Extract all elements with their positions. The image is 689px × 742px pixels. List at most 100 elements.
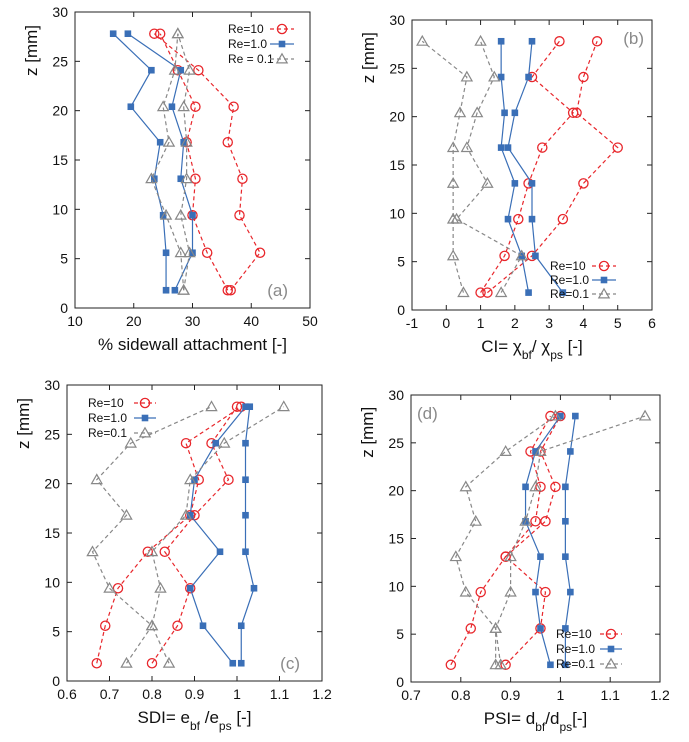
y-tick-label: 30 [389,12,405,28]
data-point [174,208,187,220]
data-point [497,144,505,151]
legend-marker [598,260,610,272]
data-point [550,481,561,493]
x-axis-label-subscript: bf [190,719,201,733]
data-point [90,473,103,485]
data-point [189,211,196,219]
panel-label: (a) [267,281,288,300]
y-axis-label: z [mm] [22,25,41,76]
data-point [145,545,159,557]
data-point [212,439,220,447]
data-point [488,70,501,82]
legend-marker [604,657,618,669]
data-point [540,586,551,598]
x-tick-label: 40 [243,313,259,329]
data-point [159,546,170,557]
y-tick-label: 0 [60,300,68,316]
y-axis-label: z [mm] [14,398,33,449]
legend-label: Re=10 [550,259,586,273]
data-point [562,483,569,491]
data-point [237,622,245,630]
data-point [501,109,508,117]
y-tick-label: 25 [388,435,404,451]
data-point [504,585,517,597]
data-point [109,30,117,38]
data-point [177,100,190,112]
series-line [495,415,646,665]
y-tick-label: 0 [52,673,60,689]
data-point [504,215,512,223]
y-tick-label: 20 [389,109,405,125]
data-point [222,136,233,148]
legend-label: Re = 0.1 [228,52,274,66]
data-point [156,100,170,112]
data-point [522,483,529,491]
x-tick-label: 20 [126,313,142,329]
data-point [231,401,243,412]
y-tick-label: 20 [388,483,404,499]
data-point [242,476,249,484]
data-point [242,439,249,447]
legend-marker [138,426,152,438]
data-point [460,70,474,82]
data-point [475,287,486,298]
x-tick-label: 3 [545,315,553,331]
data-point [246,403,254,411]
legend-label: Re=0.1 [550,287,589,301]
x-axis-label-part: [-] [572,709,587,728]
data-point [511,180,519,187]
data-point [124,30,132,38]
data-point [86,545,99,557]
data-point [142,546,153,557]
series-line [151,406,285,664]
data-point [225,284,236,296]
data-point [145,172,158,184]
x-axis-label: CI= χbf/ χps [-] [481,337,583,362]
y-tick-label: 20 [44,476,60,492]
x-tick-label: 0.8 [142,686,162,702]
data-point [532,252,539,260]
x-tick-label: 1.2 [312,686,332,702]
data-point [460,141,474,153]
data-point [549,409,562,421]
series-line [421,40,468,293]
data-point [446,141,460,153]
data-point [559,289,567,296]
panel-label: (c) [280,654,300,673]
data-point [529,480,542,492]
y-tick-label: 25 [52,53,68,69]
x-tick-label: 0.8 [451,687,471,703]
series-line [450,415,551,666]
y-tick-label: 15 [389,157,405,173]
legend-label: Re=10 [88,396,124,410]
data-point [446,176,460,188]
legend-marker [275,52,289,64]
data-point [554,36,565,47]
x-axis-label-part: SDI= e [138,708,190,727]
data-point [557,213,569,225]
data-point [446,249,460,261]
x-tick-label: 1.1 [270,686,290,702]
data-point [532,588,539,596]
data-point [191,476,198,484]
data-point [416,34,429,46]
data-point [168,63,182,75]
series-line [112,33,167,291]
data-point [562,517,569,525]
series-line [177,33,191,291]
data-point [562,625,569,632]
data-point [180,437,192,449]
legend-marker [600,276,608,284]
x-axis-label: % sidewall attachment [-] [98,335,287,354]
data-point [445,659,457,671]
data-point [199,622,207,630]
data-point [174,246,187,258]
series-line [504,415,561,666]
data-point [154,581,167,593]
legend-marker [605,628,617,640]
data-point [494,658,507,670]
data-point [193,64,204,76]
data-point [177,175,185,183]
